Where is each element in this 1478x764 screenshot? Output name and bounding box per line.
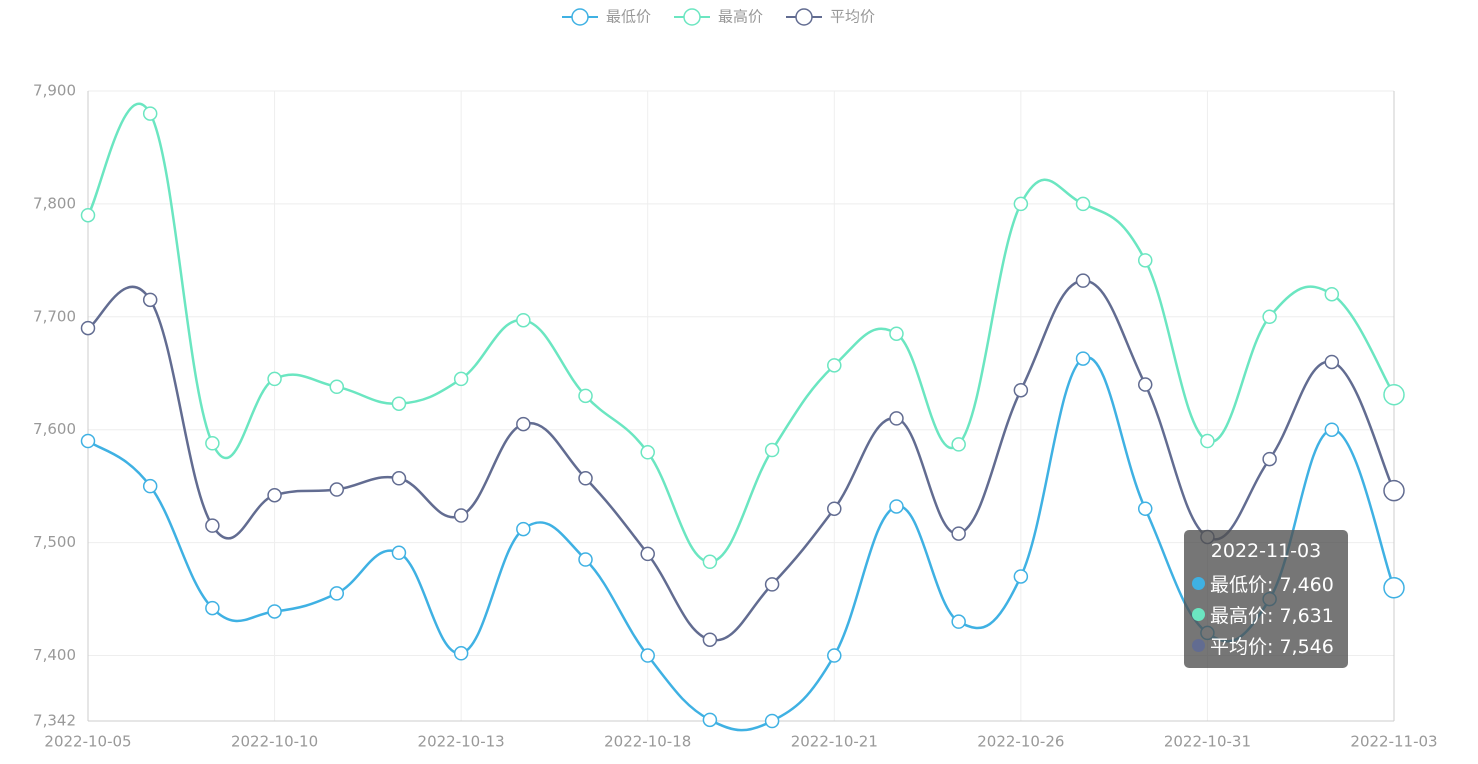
data-point <box>391 545 407 561</box>
x-tick-label: 2022-10-26 <box>977 733 1064 751</box>
data-point <box>764 442 780 458</box>
legend-label: 平均价 <box>830 8 875 26</box>
data-point <box>80 320 96 336</box>
data-point <box>764 713 780 729</box>
tooltip: 2022-11-03 最低价: 7,460 最高价: 7,631 平均价: 7,54… <box>1184 530 1348 668</box>
data-point <box>1324 354 1340 370</box>
tooltip-text: 最高价: 7,631 <box>1210 605 1334 627</box>
y-tick-label: 7,700 <box>33 307 76 325</box>
data-point <box>516 521 531 537</box>
data-point <box>827 648 842 663</box>
x-tick-label: 2022-10-31 <box>1164 733 1251 751</box>
x-tick-label: 2022-10-10 <box>231 733 318 751</box>
data-point <box>951 437 966 452</box>
data-point <box>453 371 469 387</box>
data-point <box>205 518 220 533</box>
data-point <box>889 411 904 426</box>
data-point <box>1383 577 1405 599</box>
tooltip-text: 最低价: 7,460 <box>1210 574 1334 596</box>
legend-label: 最高价 <box>718 8 763 26</box>
data-point <box>1075 273 1091 288</box>
data-point <box>80 207 96 223</box>
data-point <box>578 471 593 486</box>
data-point <box>1383 383 1405 406</box>
legend-marker <box>683 8 701 26</box>
data-point <box>1324 422 1340 437</box>
data-point <box>1013 569 1029 584</box>
tooltip-title: 2022-11-03 <box>1210 540 1322 562</box>
data-point <box>205 436 220 451</box>
data-point <box>951 526 966 541</box>
data-point <box>640 648 655 663</box>
data-point <box>764 577 780 592</box>
legend-label: 最低价 <box>606 8 651 26</box>
data-point <box>267 487 282 503</box>
x-tick-label: 2022-10-05 <box>44 733 131 751</box>
y-tick-label: 7,400 <box>33 646 76 664</box>
data-point <box>142 106 158 121</box>
data-point <box>578 388 593 404</box>
data-point <box>391 396 407 411</box>
data-point <box>453 646 469 661</box>
data-point <box>827 358 842 373</box>
data-point <box>205 600 220 616</box>
data-point <box>516 312 531 328</box>
data-point <box>329 379 345 395</box>
x-tick-label: 2022-11-03 <box>1350 733 1437 751</box>
data-point <box>142 478 158 494</box>
data-point <box>1137 253 1153 268</box>
data-point <box>702 632 718 647</box>
y-tick-label: 7,800 <box>33 194 76 212</box>
tooltip-row: 平均价: 7,546 <box>1192 630 1340 661</box>
data-point <box>640 546 655 562</box>
data-point <box>453 508 469 523</box>
data-point <box>578 552 593 567</box>
data-point <box>1137 377 1153 392</box>
data-point <box>267 371 282 387</box>
data-point <box>267 604 282 619</box>
data-point <box>142 292 158 308</box>
legend-marker <box>795 8 813 26</box>
y-tick-label: 7,342 <box>33 712 76 730</box>
data-point <box>889 499 904 514</box>
data-point <box>1075 351 1091 366</box>
data-point <box>889 326 904 341</box>
tooltip-dot <box>1192 639 1205 652</box>
data-point <box>1137 501 1153 516</box>
data-point <box>702 712 718 728</box>
y-tick-label: 7,500 <box>33 533 76 551</box>
data-point <box>1200 433 1215 449</box>
data-point <box>702 554 718 570</box>
data-point <box>329 586 345 601</box>
data-point <box>329 482 345 497</box>
data-point <box>640 445 655 460</box>
data-point <box>391 471 407 486</box>
data-point <box>1383 479 1405 502</box>
series-line <box>86 102 1396 564</box>
data-point <box>1324 286 1340 302</box>
data-point <box>516 416 531 432</box>
y-tick-label: 7,900 <box>33 82 76 100</box>
tooltip-row: 最高价: 7,631 <box>1192 599 1340 630</box>
data-point <box>1013 196 1029 212</box>
tooltip-dot <box>1192 577 1205 590</box>
data-point <box>951 614 966 629</box>
legend-marker <box>571 8 589 26</box>
data-point <box>1013 382 1029 398</box>
data-point <box>80 433 96 449</box>
data-point <box>827 501 842 516</box>
data-point <box>1262 451 1277 467</box>
tooltip-text: 平均价: 7,546 <box>1210 636 1334 658</box>
tooltip-row: 最低价: 7,460 <box>1192 568 1340 599</box>
data-point <box>1075 196 1091 212</box>
x-tick-label: 2022-10-21 <box>791 733 878 751</box>
tooltip-dot <box>1192 608 1205 621</box>
x-tick-label: 2022-10-13 <box>418 733 505 751</box>
data-point <box>1262 309 1277 325</box>
y-tick-label: 7,600 <box>33 420 76 438</box>
x-tick-label: 2022-10-18 <box>604 733 691 751</box>
